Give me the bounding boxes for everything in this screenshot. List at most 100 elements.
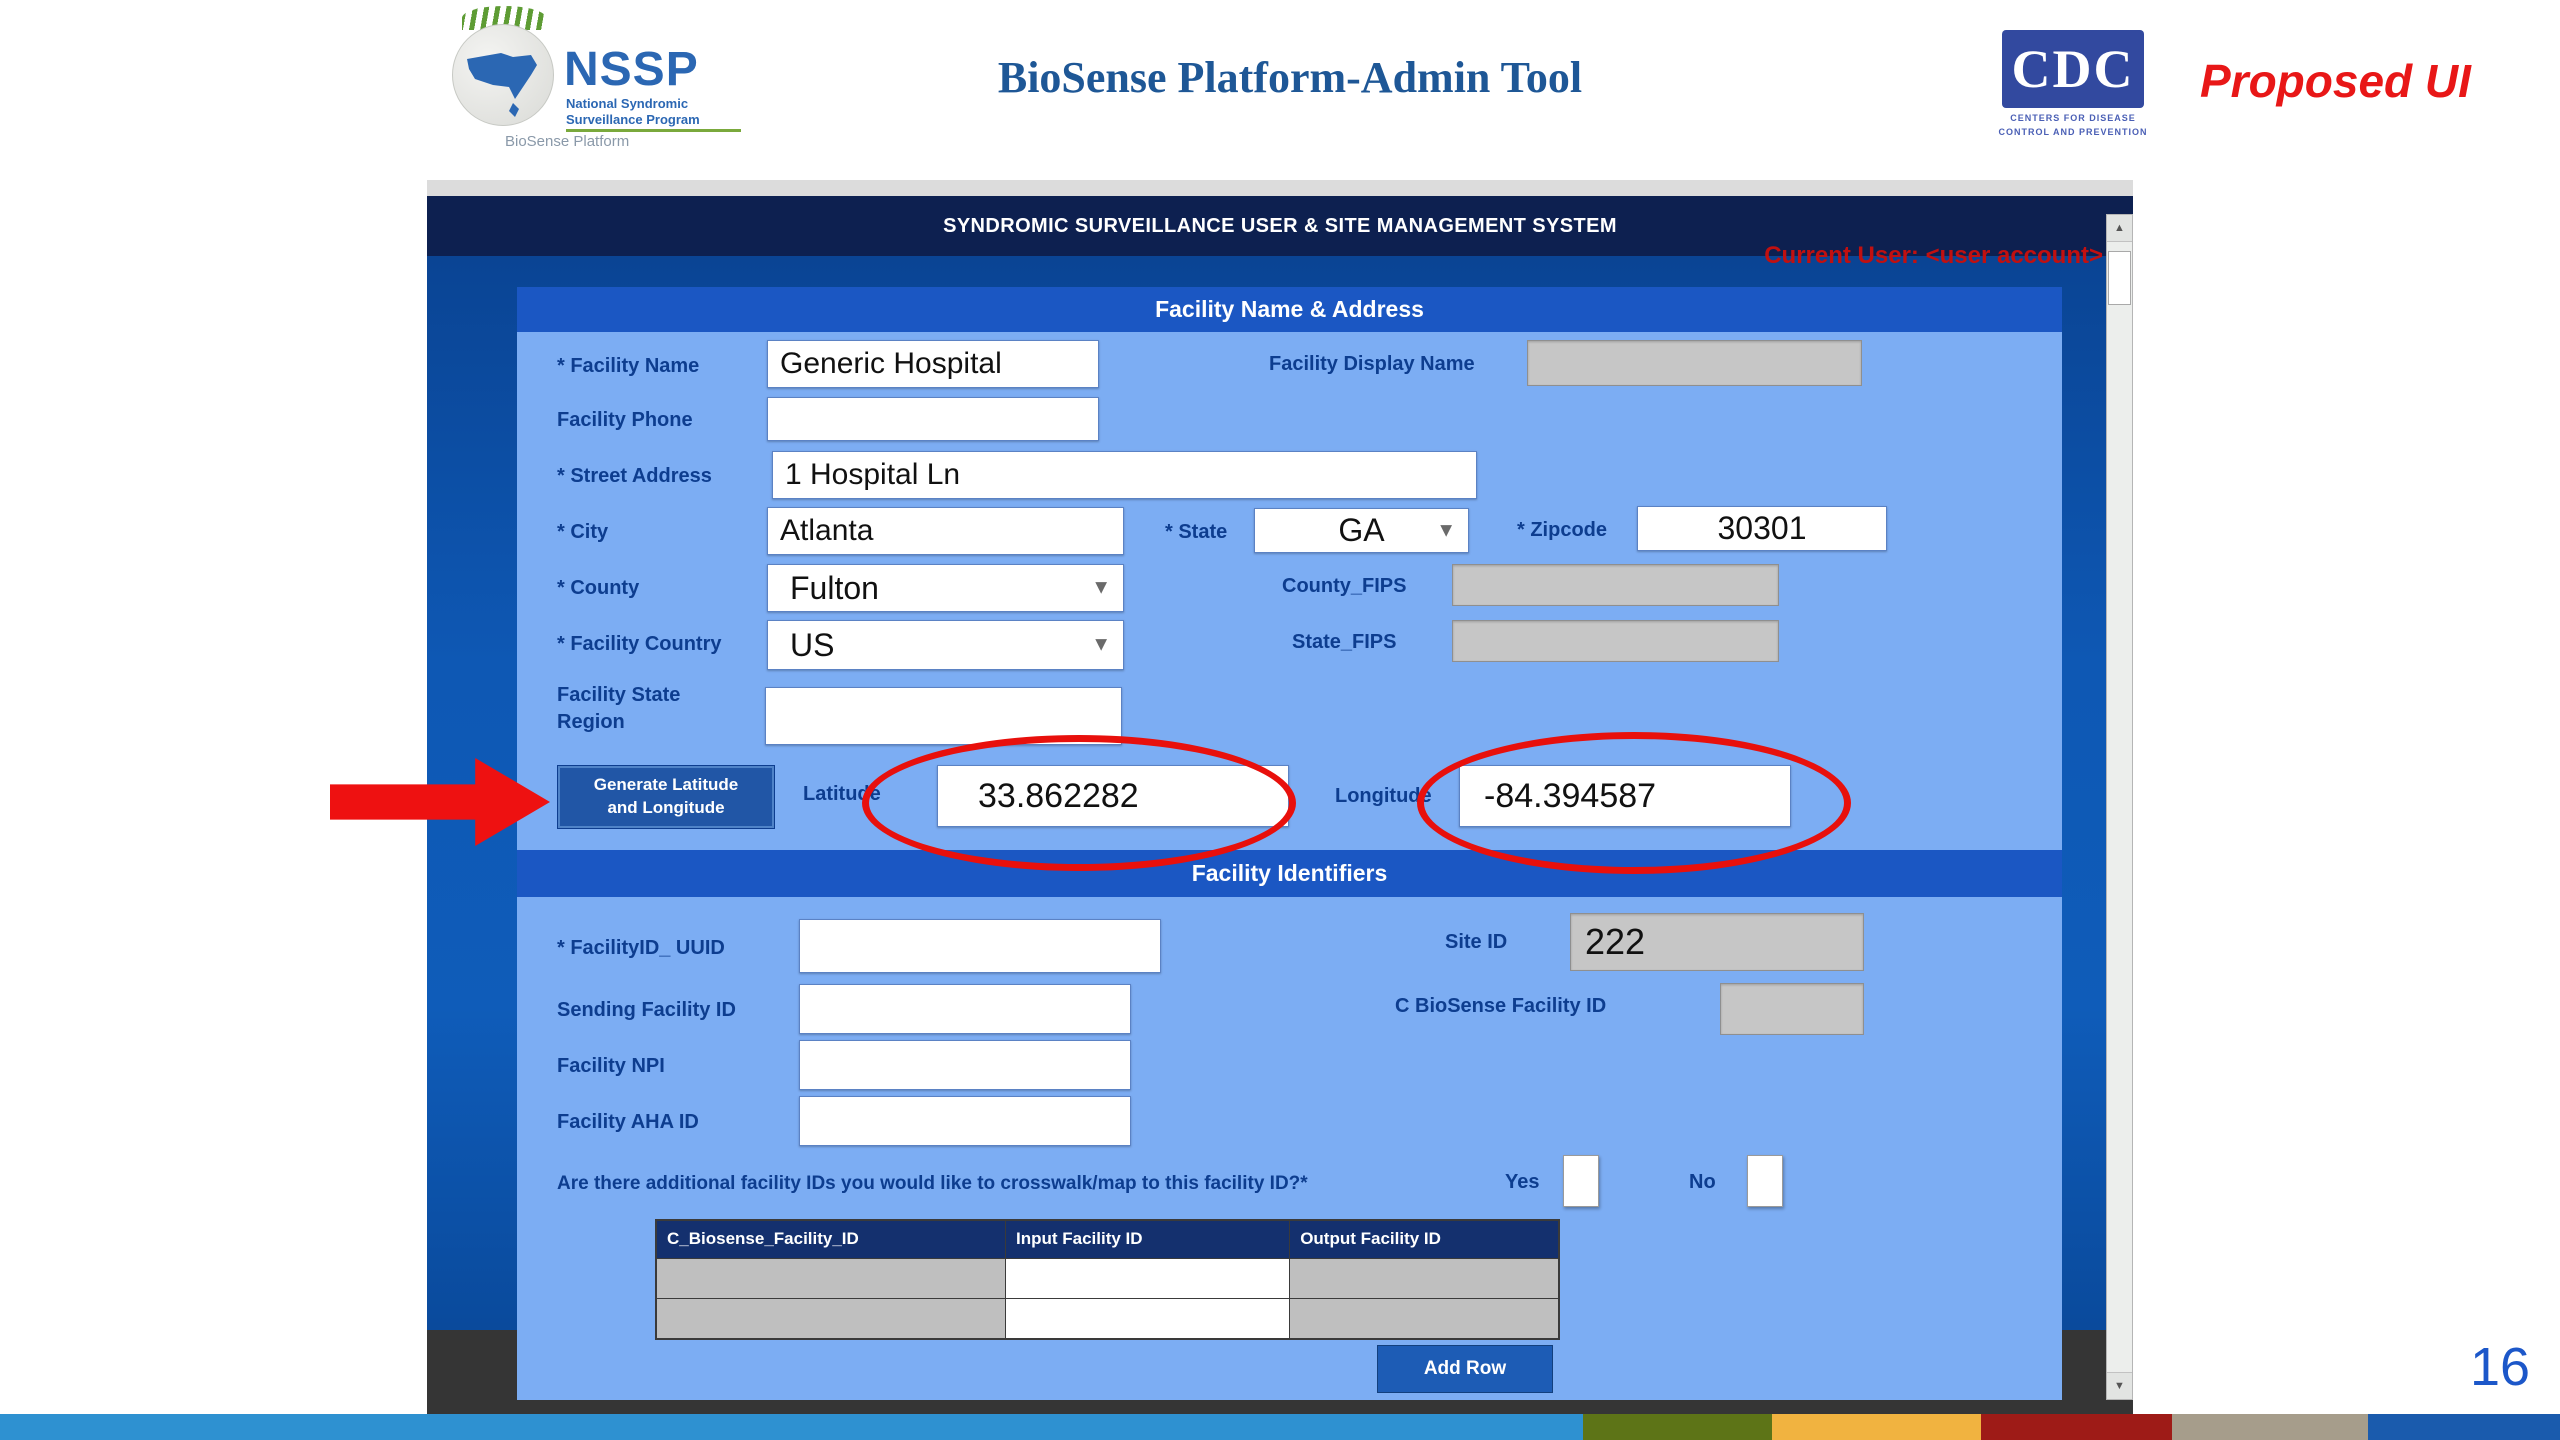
table-cell-input-facility-id[interactable]: [1004, 1257, 1291, 1299]
facility-npi-input[interactable]: [799, 1040, 1131, 1090]
generate-button-line1: Generate Latitude: [593, 775, 739, 795]
facility-display-name-label: Facility Display Name: [1269, 353, 1475, 375]
crosswalk-table: C_Biosense_Facility_ID Input Facility ID…: [655, 1219, 1560, 1340]
facility-id-uuid-input[interactable]: [799, 919, 1161, 973]
footer-stripe: [2368, 1414, 2560, 1440]
nssp-platform-label: BioSense Platform: [505, 133, 630, 150]
page-title: BioSense Platform-Admin Tool: [997, 53, 1583, 102]
current-user-label: Current User: <user account>: [1764, 242, 2103, 269]
crosswalk-question: Are there additional facility IDs you wo…: [557, 1173, 1308, 1194]
footer-stripe: [1772, 1414, 1981, 1440]
crosswalk-table-header-row: C_Biosense_Facility_ID Input Facility ID…: [655, 1219, 1560, 1259]
state-value: GA: [1338, 512, 1385, 548]
longitude-label: Longitude: [1335, 785, 1432, 807]
column-header-input-facility-id: Input Facility ID: [1004, 1219, 1291, 1259]
app-window: SYNDROMIC SURVEILLANCE USER & SITE MANAG…: [427, 180, 2133, 1424]
city-label: * City: [557, 521, 609, 543]
facility-state-region-input[interactable]: [765, 687, 1122, 745]
scrollbar-down-arrow-icon[interactable]: ▼: [2107, 1372, 2132, 1399]
facility-phone-input[interactable]: [767, 397, 1099, 441]
scrollbar-up-arrow-icon[interactable]: ▲: [2107, 215, 2132, 242]
footer-stripe: [1981, 1414, 2172, 1440]
facility-country-dropdown[interactable]: US ▼: [767, 620, 1124, 670]
cdc-logo-letters: CDC: [2011, 39, 2135, 99]
site-id-input: 222: [1570, 913, 1864, 971]
latitude-label: Latitude: [803, 783, 881, 805]
window-titlebar: [427, 180, 2133, 196]
slide-footer-stripes: [0, 1414, 2560, 1440]
facility-form-panel: Facility Name & Address Facility Identif…: [517, 287, 2062, 1400]
no-label: No: [1689, 1171, 1716, 1193]
proposed-ui-annotation: Proposed UI: [2200, 55, 2471, 107]
state-fips-input: [1452, 620, 1779, 662]
county-fips-input: [1452, 564, 1779, 606]
state-label: * State: [1165, 521, 1228, 543]
nssp-logo-acronym: NSSP: [564, 43, 699, 96]
county-fips-label: County_FIPS: [1282, 575, 1407, 597]
facility-aha-id-label: Facility AHA ID: [557, 1111, 699, 1133]
longitude-input[interactable]: -84.394587: [1459, 765, 1791, 827]
scrollbar-thumb[interactable]: [2108, 251, 2131, 305]
nssp-green-rule: [566, 129, 741, 132]
chevron-down-icon: ▼: [1436, 519, 1456, 541]
facility-name-input[interactable]: Generic Hospital: [767, 340, 1099, 388]
vertical-scrollbar[interactable]: ▲ ▼: [2106, 214, 2133, 1400]
facility-name-label: * Facility Name: [557, 355, 700, 377]
facility-id-uuid-label: * FacilityID_ UUID: [557, 937, 725, 959]
site-id-label: Site ID: [1445, 931, 1508, 953]
generate-button-line2: and Longitude: [607, 798, 725, 817]
column-header-output-facility-id: Output Facility ID: [1289, 1219, 1560, 1259]
facility-phone-label: Facility Phone: [557, 409, 693, 431]
cdc-caption-line2: CONTROL AND PREVENTION: [1998, 126, 2148, 137]
table-cell-input-facility-id[interactable]: [1004, 1297, 1291, 1339]
table-cell-c-biosense: [655, 1257, 1006, 1299]
facility-aha-id-input[interactable]: [799, 1096, 1131, 1146]
facility-state-region-label-line2: Region: [557, 711, 625, 733]
zipcode-input[interactable]: 30301: [1637, 506, 1887, 551]
facility-state-region-label-line1: Facility State: [557, 684, 681, 706]
table-cell-output-facility-id: [1289, 1297, 1560, 1339]
footer-stripe: [0, 1414, 1583, 1440]
column-header-c-biosense-facility-id: C_Biosense_Facility_ID: [655, 1219, 1006, 1259]
zipcode-label: * Zipcode: [1517, 519, 1608, 541]
state-dropdown[interactable]: GA ▼: [1254, 508, 1469, 553]
table-row: [655, 1297, 1560, 1339]
table-cell-output-facility-id: [1289, 1257, 1560, 1299]
county-label: * County: [557, 577, 640, 599]
table-cell-c-biosense: [655, 1297, 1006, 1339]
facility-npi-label: Facility NPI: [557, 1055, 665, 1077]
county-dropdown[interactable]: Fulton ▼: [767, 564, 1124, 612]
latitude-input[interactable]: 33.862282: [937, 765, 1289, 827]
chevron-down-icon: ▼: [1091, 576, 1111, 599]
generate-lat-long-button[interactable]: Generate Latitude and Longitude: [557, 765, 775, 829]
nssp-subtitle-line1: National Syndromic: [566, 96, 689, 111]
cdc-logo-caption: CENTERS FOR DISEASE CONTROL AND PREVENTI…: [1992, 112, 2154, 139]
facility-country-value: US: [790, 626, 835, 663]
cdc-caption-line1: CENTERS FOR DISEASE: [2010, 113, 2136, 123]
app-banner-text: SYNDROMIC SURVEILLANCE USER & SITE MANAG…: [943, 214, 1617, 237]
facility-state-region-label: Facility State Region: [557, 682, 680, 736]
cdc-logo: CDC: [2002, 30, 2144, 108]
yes-label: Yes: [1505, 1171, 1540, 1193]
sending-facility-id-input[interactable]: [799, 984, 1131, 1034]
add-row-button[interactable]: Add Row: [1377, 1345, 1553, 1393]
sending-facility-id-label: Sending Facility ID: [557, 999, 736, 1021]
nssp-subtitle-line2: Surveillance Program: [566, 111, 700, 127]
street-address-input[interactable]: 1 Hospital Ln: [772, 451, 1477, 499]
footer-stripe: [1583, 1414, 1772, 1440]
state-fips-label: State_FIPS: [1292, 631, 1397, 653]
footer-stripe: [2172, 1414, 2368, 1440]
section-header-identifiers: Facility Identifiers: [517, 850, 2062, 897]
chevron-down-icon: ▼: [1091, 633, 1111, 656]
nssp-logo-subtitle: National Syndromic Surveillance Program: [566, 96, 700, 127]
facility-country-label: * Facility Country: [557, 633, 722, 655]
c-biosense-facility-id-input: [1720, 983, 1864, 1035]
county-value: Fulton: [790, 569, 879, 606]
facility-display-name-input: [1527, 340, 1862, 386]
section-header-name-address: Facility Name & Address: [517, 287, 2062, 332]
yes-checkbox[interactable]: [1563, 1155, 1599, 1207]
slide-page-number: 16: [2469, 1337, 2531, 1397]
no-checkbox[interactable]: [1747, 1155, 1783, 1207]
table-row: [655, 1257, 1560, 1299]
city-input[interactable]: Atlanta: [767, 507, 1124, 555]
